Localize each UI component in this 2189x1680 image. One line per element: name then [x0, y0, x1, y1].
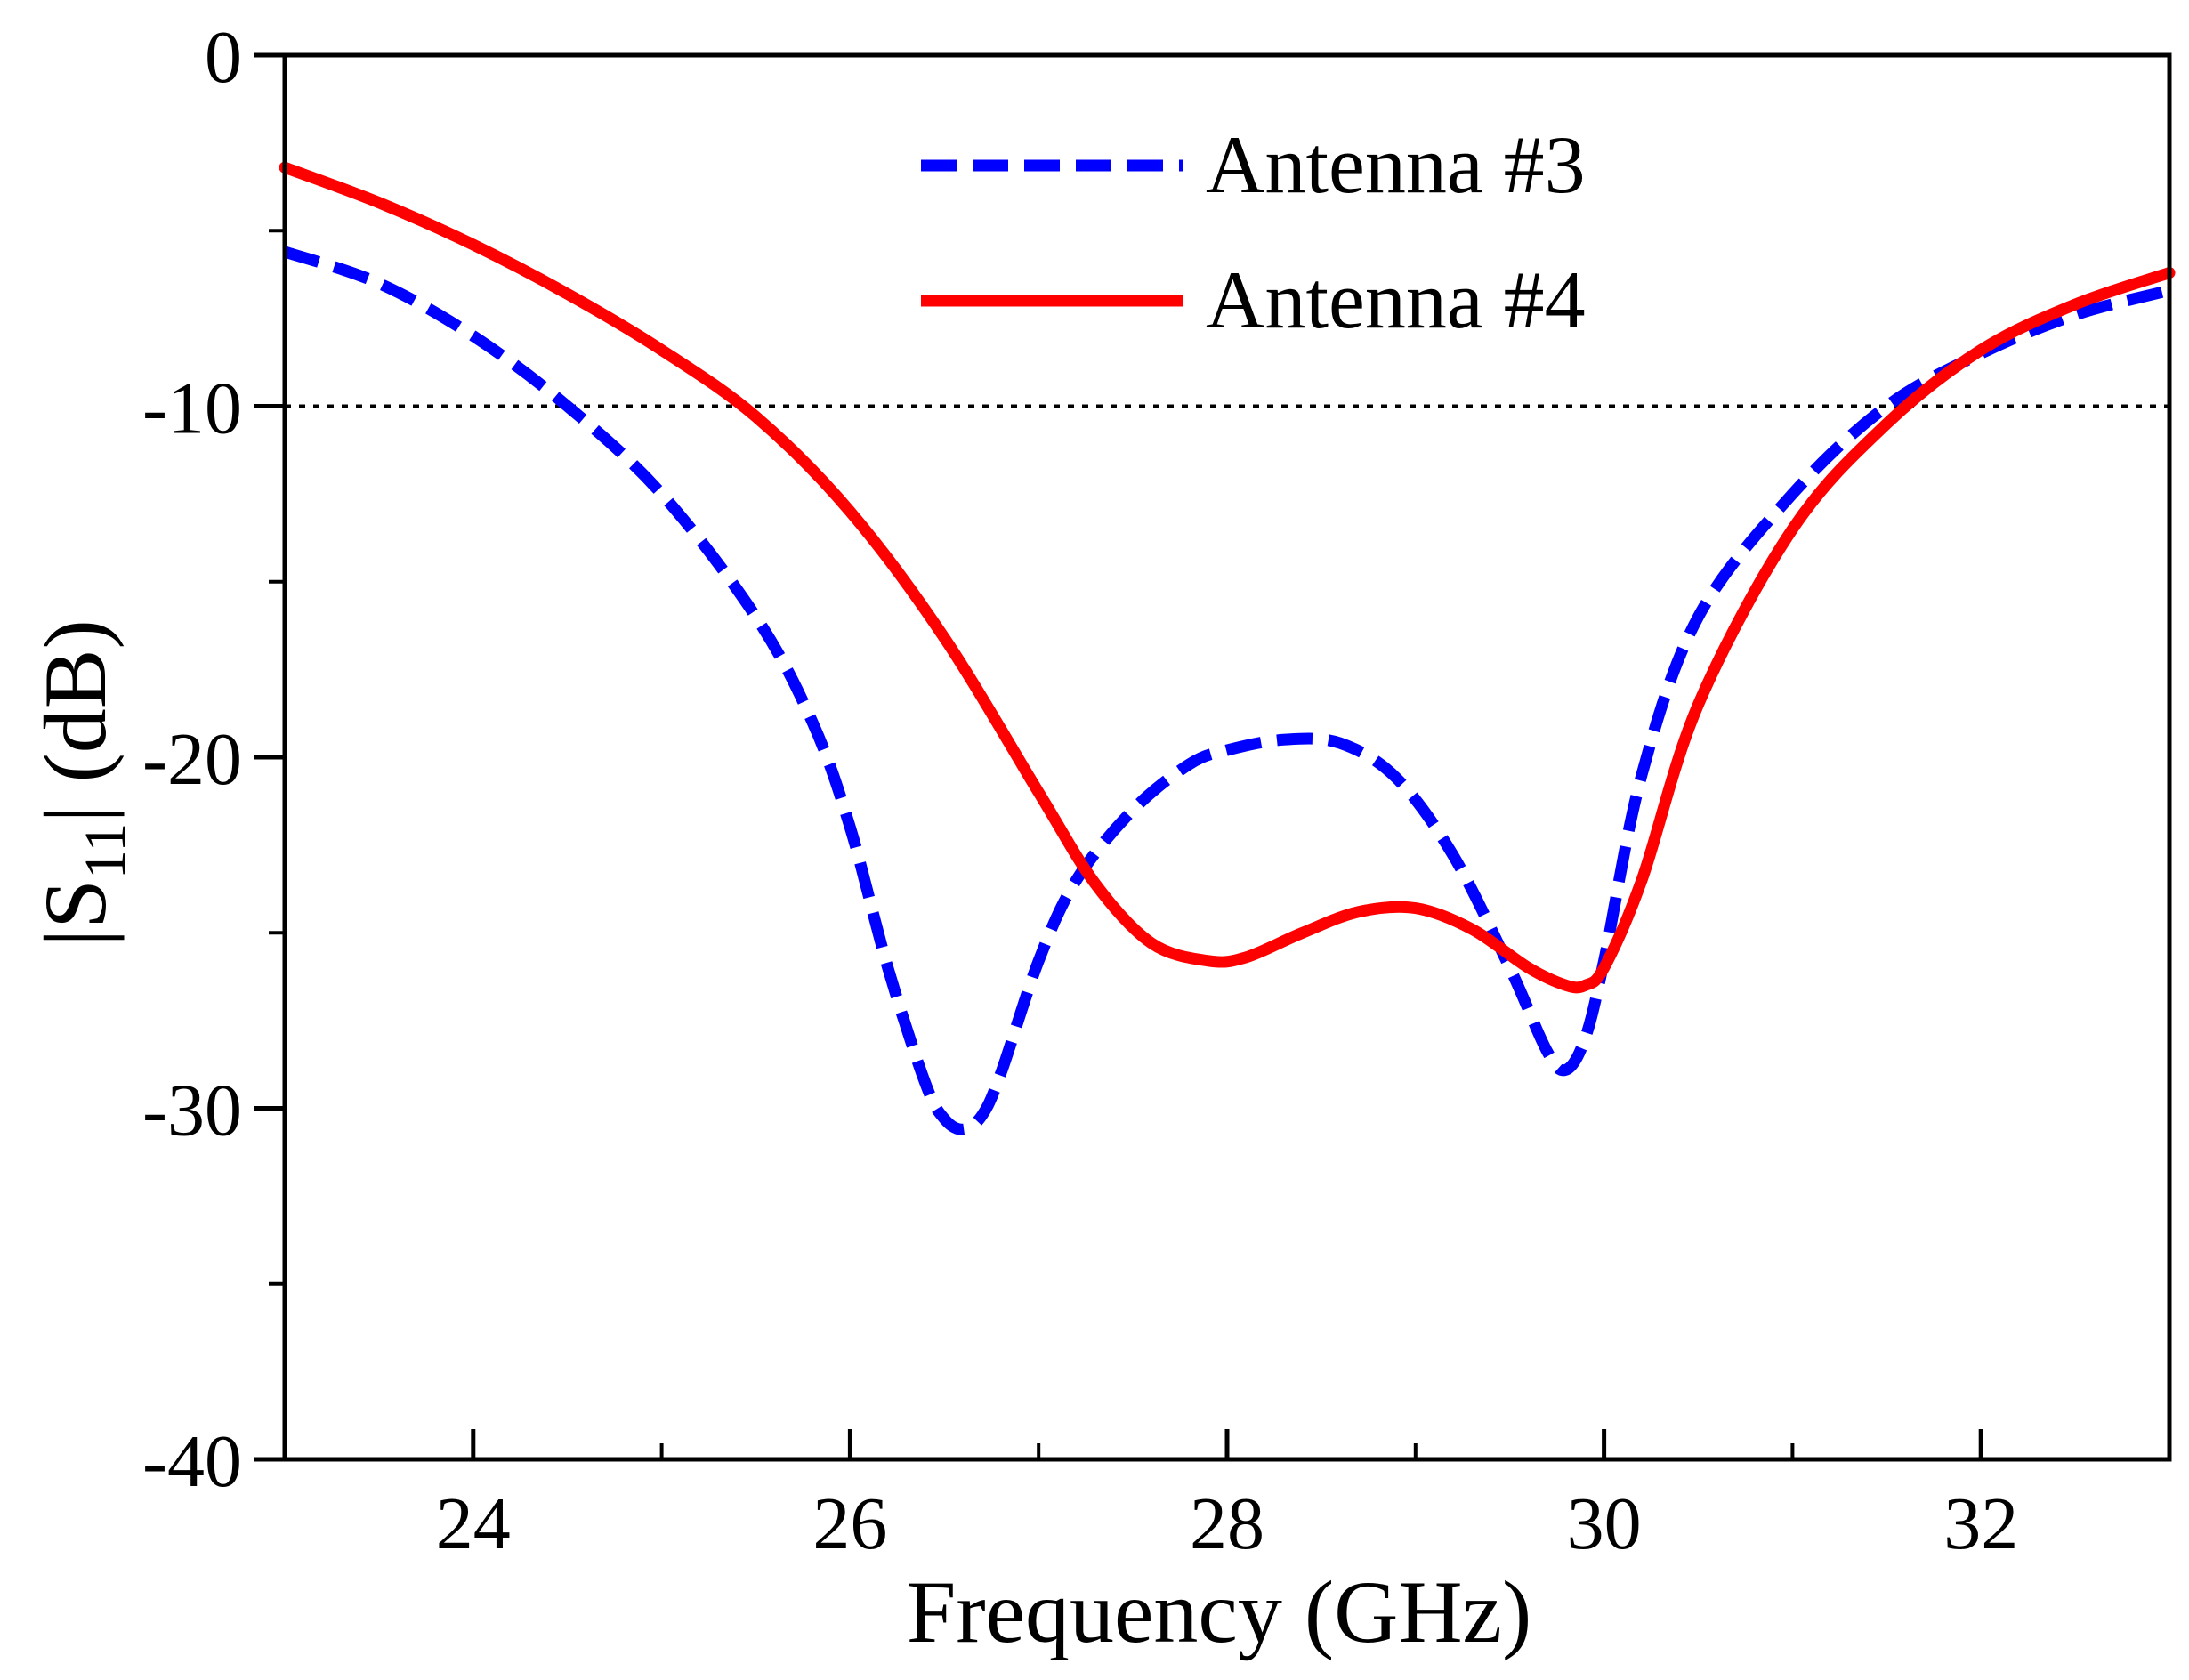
- legend: Antenna #3 Antenna #4: [921, 119, 1586, 345]
- series-layer: [279, 161, 2176, 1135]
- legend-label-antenna-3: Antenna #3: [1206, 119, 1586, 210]
- x-tick-label: 24: [436, 1482, 511, 1565]
- y-tick-label: -20: [142, 718, 242, 801]
- y-tick-label: -10: [142, 368, 242, 450]
- x-tick-label: 30: [1567, 1482, 1642, 1565]
- y-tick-label: -30: [142, 1070, 242, 1152]
- y-axis-title-main: |S: [26, 879, 125, 947]
- y-axis-title: |S11| (dB): [26, 619, 138, 947]
- y-tick-label: -40: [142, 1420, 242, 1503]
- x-tick-label: 26: [812, 1482, 887, 1565]
- y-axis-title-subscript: 11: [73, 823, 138, 880]
- x-tick-label: 28: [1190, 1482, 1264, 1565]
- svg-text:|S11| (dB): |S11| (dB): [26, 619, 138, 947]
- y-tick-label: 0: [205, 16, 242, 99]
- series-line-antenna-4: [279, 161, 2176, 994]
- y-axis-title-rest: | (dB): [26, 619, 125, 822]
- ticks-layer: 24 26 28 30 32 0 -10 -20 -30 -40: [142, 16, 2018, 1565]
- legend-label-antenna-4: Antenna #4: [1206, 254, 1586, 345]
- x-axis-title: Frequency (GHz): [907, 1563, 1532, 1661]
- series-line-antenna-3: [282, 246, 2171, 1135]
- x-tick-label: 32: [1943, 1482, 2018, 1565]
